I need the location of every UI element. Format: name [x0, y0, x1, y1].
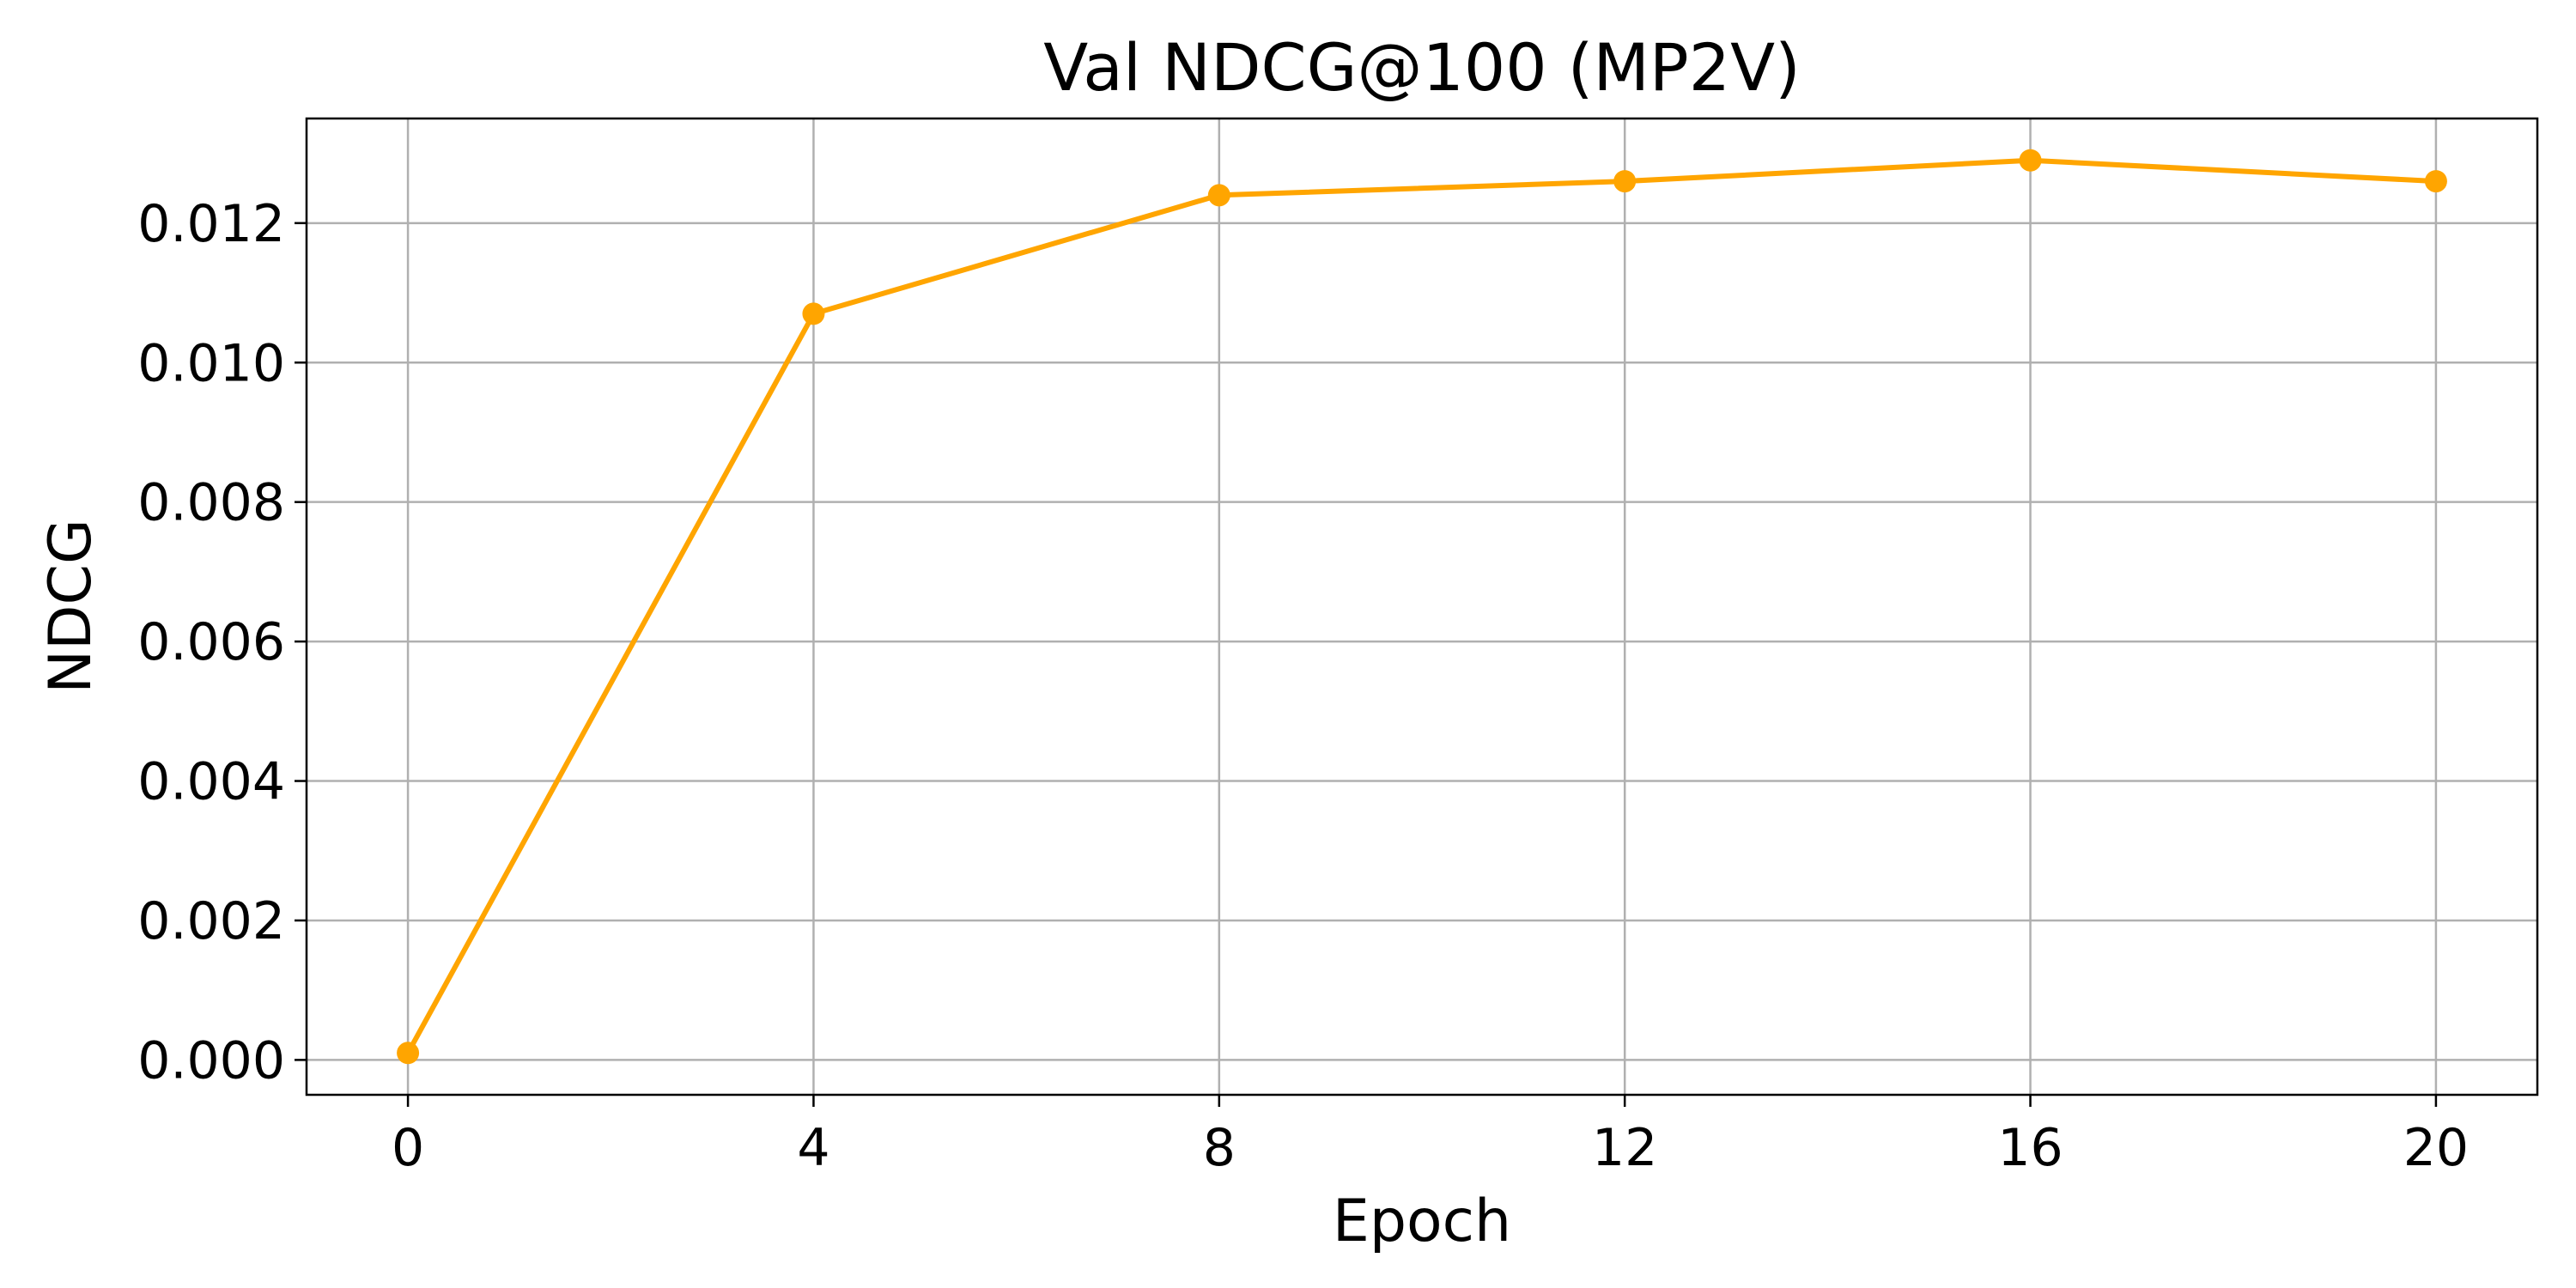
data-point-marker [1207, 184, 1230, 207]
chart-title: Val NDCG@100 (MP2V) [1043, 29, 1801, 106]
x-tick-label: 8 [1203, 1118, 1236, 1178]
data-point-marker [1613, 170, 1637, 193]
y-tick-label: 0.012 [137, 194, 285, 254]
y-tick-label: 0.010 [137, 333, 285, 393]
y-tick-label: 0.004 [137, 752, 285, 812]
y-tick-label: 0.006 [137, 612, 285, 672]
y-tick-label: 0.000 [137, 1030, 285, 1091]
y-axis-label: NDCG [37, 519, 105, 693]
x-tick-label: 0 [392, 1118, 424, 1178]
y-tick-label: 0.002 [137, 891, 285, 951]
x-tick-label: 16 [1997, 1118, 2063, 1178]
x-axis-label: Epoch [1333, 1188, 1511, 1255]
data-point-marker [2019, 149, 2042, 172]
data-point-marker [802, 302, 825, 325]
data-point-marker [397, 1042, 420, 1065]
plot-frame [305, 117, 2539, 1097]
x-tick-label: 20 [2403, 1118, 2469, 1178]
y-tick-label: 0.008 [137, 473, 285, 533]
data-point-marker [2424, 170, 2447, 193]
grid [307, 118, 2537, 1095]
x-tick-label: 12 [1592, 1118, 1657, 1178]
series [397, 149, 2447, 1065]
x-tick-label: 4 [797, 1118, 829, 1178]
axis-ticks: 0 4 8 12 16 20 0.000 0.002 0.004 0.006 0.008 0.010 0… [137, 194, 2469, 1178]
series-line [405, 157, 2439, 1056]
